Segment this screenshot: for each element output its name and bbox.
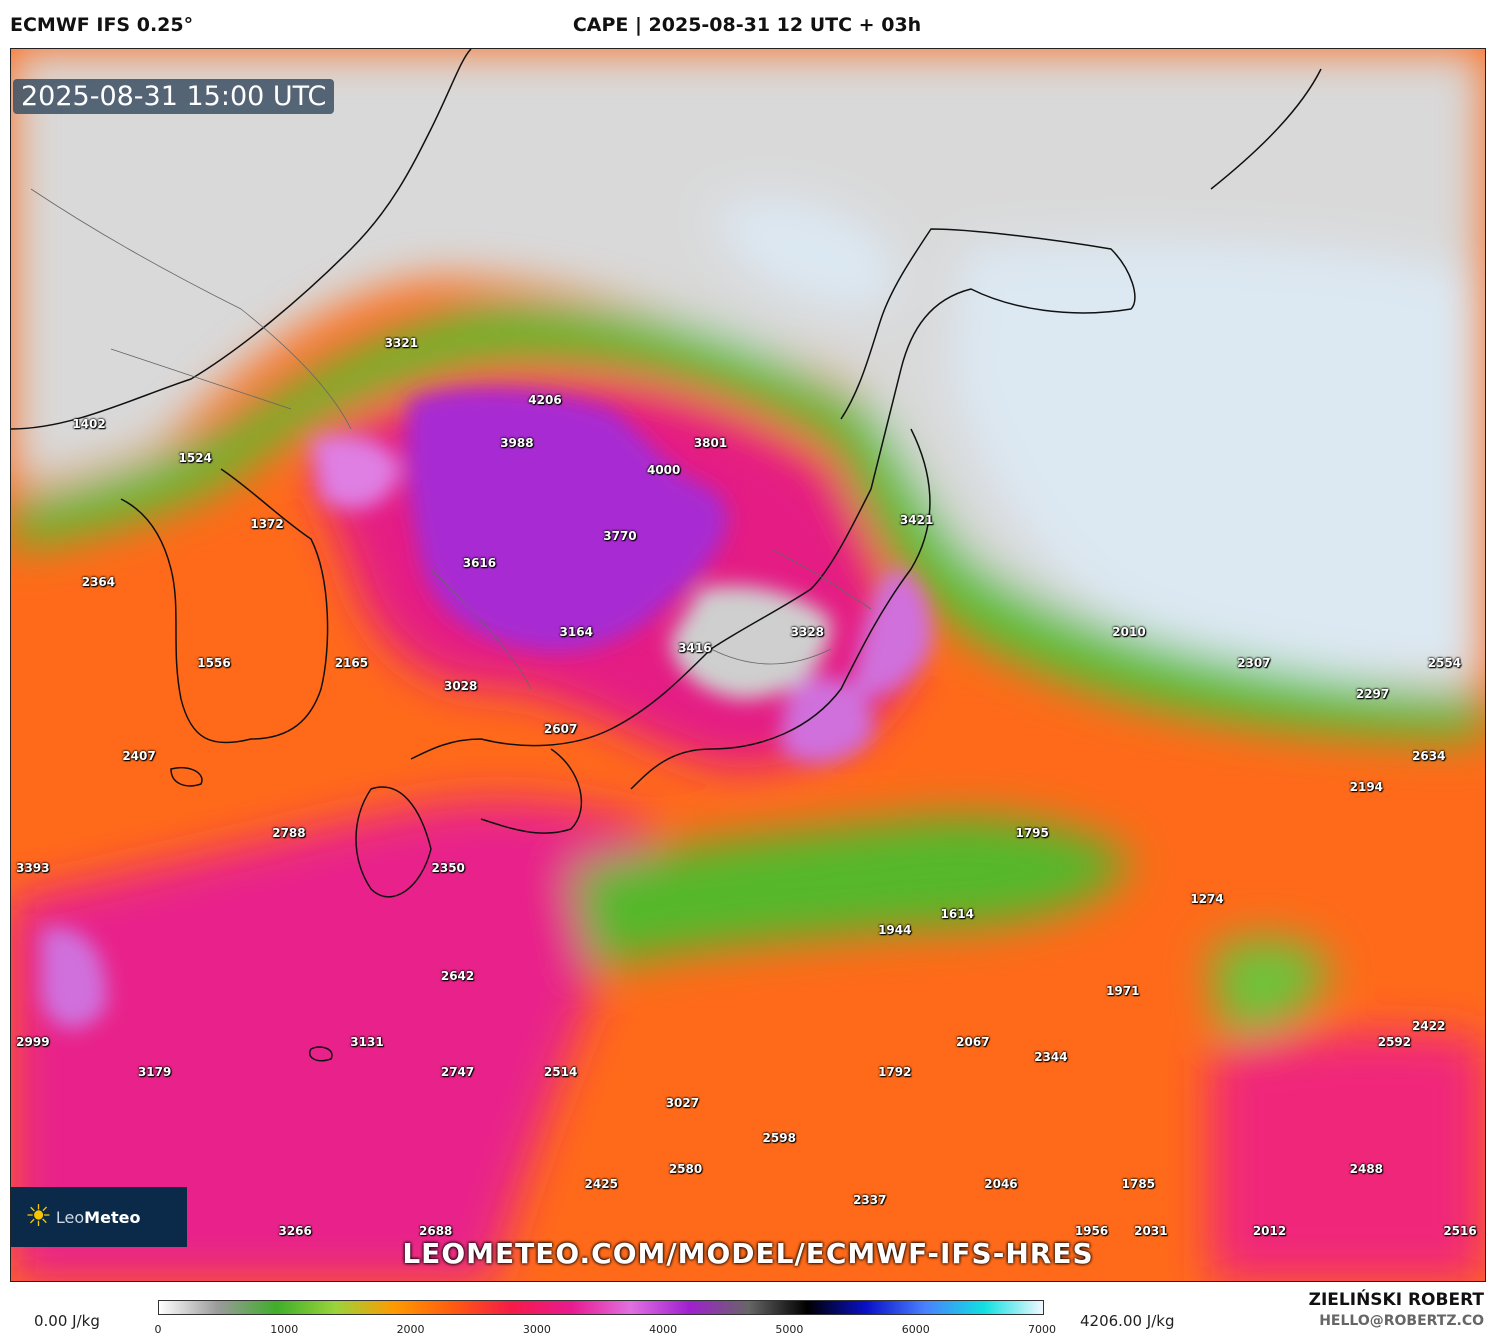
model-name: ECMWF IFS 0.25° bbox=[10, 14, 194, 36]
cape-value-label: 1614 bbox=[940, 907, 974, 922]
cape-value-label: 2592 bbox=[1377, 1034, 1412, 1049]
cape-value-label: 1944 bbox=[878, 922, 912, 937]
cape-value-label: 2046 bbox=[984, 1177, 1018, 1192]
leometeo-logo[interactable]: ☀ LeoMeteo bbox=[11, 1187, 187, 1247]
cape-value-label: 1956 bbox=[1074, 1223, 1109, 1238]
colorbar-tick-label: 5000 bbox=[775, 1323, 804, 1336]
colorbar-min-label: 0.00 J/kg bbox=[34, 1312, 100, 1330]
chart-title: CAPE | 2025-08-31 12 UTC + 03h bbox=[572, 14, 922, 36]
colorbar-tick-label: 7000 bbox=[1028, 1323, 1056, 1336]
cape-value-label: 1792 bbox=[878, 1065, 912, 1080]
value-labels: 3321 4206 3988 3801 4000 1402 1524 1372 3770 3616… bbox=[11, 49, 1485, 1281]
cape-value-label: 1274 bbox=[1190, 891, 1224, 906]
cape-value-label: 2425 bbox=[584, 1177, 618, 1192]
cape-value-label: 4206 bbox=[528, 393, 562, 408]
cape-value-label: 2350 bbox=[431, 860, 465, 875]
cape-value-label: 2422 bbox=[1412, 1019, 1446, 1034]
cape-value-label: 3266 bbox=[278, 1223, 312, 1238]
cape-value-label: 2580 bbox=[668, 1162, 703, 1176]
cape-value-label: 2554 bbox=[1427, 656, 1462, 671]
cape-value-label: 3801 bbox=[693, 435, 728, 450]
cape-value-label: 1524 bbox=[178, 451, 212, 466]
valid-time-label: 2025-08-31 15:00 UTC bbox=[13, 79, 335, 114]
colorbar-tick-label: 6000 bbox=[901, 1323, 930, 1336]
colorbar-tick-label: 2000 bbox=[396, 1323, 425, 1336]
cape-value-label: 1556 bbox=[197, 656, 231, 671]
cape-value-label: 2364 bbox=[81, 574, 116, 589]
cape-value-label: 2788 bbox=[272, 826, 306, 840]
map-panel[interactable]: 2025-08-31 15:00 UTC 3321 4206 3988 3801 400… bbox=[10, 48, 1486, 1282]
logo-text: LeoMeteo bbox=[55, 1207, 141, 1227]
cape-value-label: 1795 bbox=[1015, 826, 1049, 840]
cape-value-label: 2598 bbox=[762, 1131, 796, 1146]
colorbar-tick-label: 4000 bbox=[649, 1323, 678, 1336]
cape-value-label: 4000 bbox=[646, 462, 681, 477]
cape-value-label: 2488 bbox=[1349, 1162, 1384, 1176]
cape-value-label: 1372 bbox=[250, 517, 284, 532]
cape-value-label: 2337 bbox=[853, 1192, 887, 1207]
cape-value-label: 2297 bbox=[1355, 686, 1390, 701]
author-email[interactable]: HELLO@ROBERTZ.CO bbox=[1319, 1313, 1484, 1329]
cape-value-label: 3179 bbox=[137, 1065, 172, 1080]
source-watermark: LEOMETEO.COM/MODEL/ECMWF-IFS-HRES bbox=[402, 1237, 1094, 1270]
colorbar-max-label: 4206.00 J/kg bbox=[1080, 1312, 1175, 1330]
cape-value-label: 3164 bbox=[559, 625, 593, 640]
cape-value-label: 2031 bbox=[1134, 1223, 1168, 1238]
sun-icon: ☀ bbox=[25, 1199, 52, 1234]
cape-value-label: 3131 bbox=[350, 1034, 384, 1049]
cape-value-label: 2307 bbox=[1237, 656, 1271, 671]
cape-field-map bbox=[11, 49, 1485, 1281]
cape-value-label: 3028 bbox=[443, 679, 478, 694]
cape-value-label: 1785 bbox=[1121, 1177, 1156, 1192]
colorbar-tick-label: 1000 bbox=[270, 1323, 299, 1336]
colorbar bbox=[158, 1300, 1044, 1315]
cape-value-label: 1971 bbox=[1106, 984, 1140, 999]
cape-value-label: 3027 bbox=[665, 1096, 700, 1111]
cape-value-label: 2010 bbox=[1112, 625, 1146, 640]
cape-value-label: 3770 bbox=[603, 528, 637, 543]
cape-value-label: 3321 bbox=[384, 335, 419, 350]
colorbar-tick-label: 3000 bbox=[522, 1323, 551, 1336]
cape-value-label: 2514 bbox=[543, 1065, 578, 1080]
cape-value-label: 2067 bbox=[956, 1034, 990, 1049]
colorbar-tick-label: 0 bbox=[154, 1323, 162, 1336]
cape-value-label: 2165 bbox=[334, 656, 369, 671]
cape-value-label: 3616 bbox=[462, 555, 497, 570]
cape-value-label: 2407 bbox=[122, 748, 156, 763]
cape-value-label: 2607 bbox=[543, 721, 578, 736]
cape-value-label: 2194 bbox=[1349, 779, 1384, 794]
author-name: ZIELIŃSKI ROBERT bbox=[1308, 1290, 1484, 1310]
cape-value-label: 2516 bbox=[1443, 1223, 1477, 1238]
cape-value-label: 3421 bbox=[899, 513, 934, 528]
cape-value-label: 2747 bbox=[440, 1065, 475, 1080]
cape-value-label: 2688 bbox=[419, 1223, 453, 1238]
cape-value-label: 3416 bbox=[678, 640, 712, 655]
cape-value-label: 2999 bbox=[16, 1034, 50, 1049]
cape-value-label: 3328 bbox=[790, 625, 825, 640]
cape-value-label: 2344 bbox=[1034, 1050, 1068, 1064]
cape-value-label: 3988 bbox=[500, 435, 534, 450]
cape-value-label: 2642 bbox=[440, 968, 475, 983]
cape-value-label: 2634 bbox=[1412, 748, 1446, 763]
cape-value-label: 2012 bbox=[1252, 1223, 1287, 1238]
cape-value-label: 1402 bbox=[72, 416, 106, 431]
cape-value-label: 3393 bbox=[16, 860, 50, 875]
